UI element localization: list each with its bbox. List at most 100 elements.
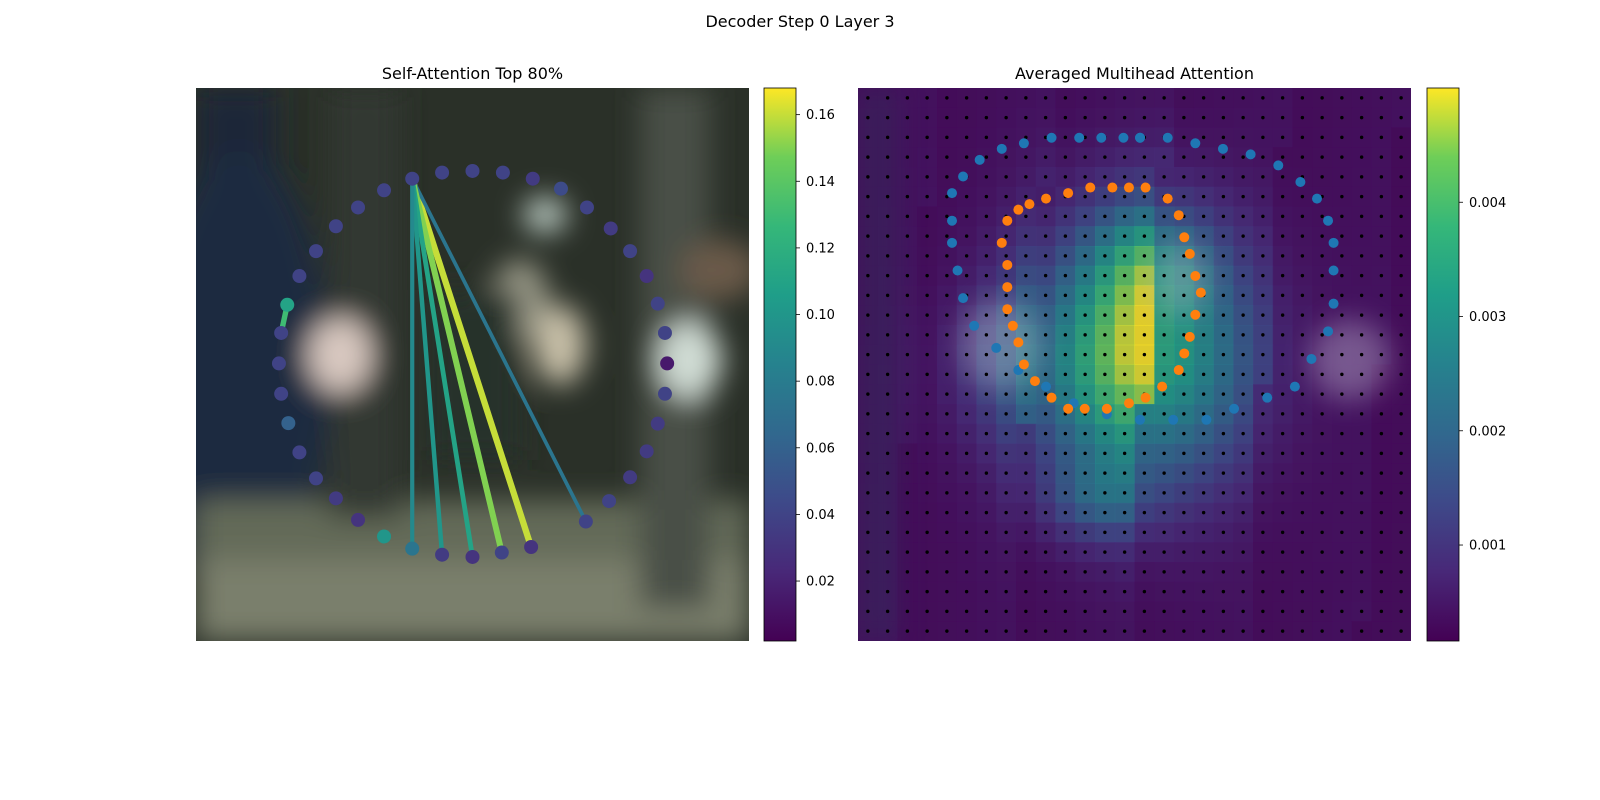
attention-link [409, 176, 475, 560]
grid-dot [1063, 510, 1068, 515]
grid-dot [1359, 96, 1364, 100]
grid-dot [885, 550, 890, 554]
grid-dot [1024, 175, 1028, 179]
grid-dot [1063, 234, 1068, 238]
grid-dot [1221, 175, 1226, 179]
grid-dot [1103, 629, 1107, 633]
grid-dot [1340, 392, 1344, 396]
grid-dot [1399, 115, 1403, 120]
query-point [524, 539, 539, 554]
grid-dot [1083, 510, 1087, 515]
grid-dot [1320, 392, 1324, 396]
grid-dot [1379, 570, 1384, 574]
grid-dot [1083, 530, 1087, 535]
grid-dot [1043, 471, 1048, 475]
grid-dot [1162, 352, 1166, 357]
grid-dot [1379, 293, 1384, 298]
outer-ring-point [952, 265, 963, 276]
grid-dot [1162, 155, 1166, 159]
grid-dot [1379, 412, 1384, 416]
grid-dot [984, 412, 989, 416]
grid-dot [885, 392, 890, 396]
grid-dot [905, 293, 910, 298]
grid-dot [1162, 115, 1166, 120]
grid-dot [1162, 372, 1166, 377]
grid-dot [1320, 550, 1324, 554]
grid-dot [1359, 530, 1364, 535]
grid-dot [885, 96, 890, 100]
outer-ring-point [958, 293, 969, 304]
colorbar-tick-label: 0.10 [806, 308, 835, 323]
grid-dot [1083, 115, 1087, 120]
grid-dot [1201, 214, 1206, 219]
grid-dot [1142, 491, 1147, 495]
grid-dot [1142, 155, 1147, 159]
grid-dot [1221, 392, 1226, 396]
grid-dot [1280, 313, 1285, 317]
grid-dot [1241, 570, 1245, 574]
grid-dot [1399, 392, 1403, 396]
grid-dot [1300, 451, 1305, 456]
grid-dot [1379, 471, 1384, 475]
grid-dot [1063, 96, 1068, 100]
inner-ring-point [1179, 348, 1190, 359]
grid-dot [1379, 629, 1384, 633]
grid-dot [866, 115, 870, 120]
grid-dot [1182, 629, 1186, 633]
outer-ring-point [1217, 143, 1228, 154]
query-point [435, 165, 450, 180]
grid-dot [964, 392, 969, 396]
outer-ring-point [1328, 265, 1339, 276]
grid-dot [1182, 372, 1186, 377]
grid-dot [1043, 431, 1048, 436]
grid-dot [1241, 273, 1245, 278]
grid-dot [984, 491, 989, 495]
query-point [465, 163, 480, 178]
grid-dot [1063, 609, 1068, 614]
grid-dot [1182, 412, 1186, 416]
grid-dot [925, 135, 929, 140]
grid-dot [1201, 431, 1206, 436]
grid-dot [1300, 412, 1305, 416]
query-point [494, 545, 509, 560]
grid-dot [1359, 491, 1364, 495]
grid-dot [885, 194, 890, 199]
grid-dot [1340, 491, 1344, 495]
grid-dot [964, 96, 969, 100]
grid-dot [925, 530, 929, 535]
grid-dot [1399, 135, 1403, 140]
outer-ring-point [1135, 414, 1146, 425]
outer-ring-point [1311, 193, 1322, 204]
outer-ring-point [947, 215, 958, 226]
grid-dot [885, 115, 890, 120]
grid-dot [1103, 254, 1107, 258]
grid-dot [1122, 431, 1127, 436]
grid-dot [866, 451, 870, 456]
grid-dot [866, 273, 870, 278]
grid-dot [1320, 313, 1324, 317]
grid-dot [1280, 175, 1285, 179]
grid-dot [1142, 254, 1147, 258]
grid-dot [984, 254, 989, 258]
grid-dot [1162, 333, 1166, 337]
grid-dot [925, 234, 929, 238]
grid-dot [1122, 589, 1127, 594]
query-point [292, 269, 307, 284]
grid-dot [1122, 392, 1127, 396]
grid-dot [1024, 609, 1028, 614]
grid-dot [1063, 570, 1068, 574]
grid-dot [905, 175, 910, 179]
grid-dot [905, 412, 910, 416]
grid-dot [1359, 570, 1364, 574]
grid-dot [1083, 372, 1087, 377]
grid-dot [905, 96, 910, 100]
grid-dot [885, 491, 890, 495]
grid-dot [1122, 175, 1127, 179]
grid-dot [1379, 609, 1384, 614]
query-point [650, 416, 665, 431]
grid-dot [1004, 372, 1008, 377]
grid-dot [984, 570, 989, 574]
grid-dot [1162, 214, 1166, 219]
grid-dot [1103, 471, 1107, 475]
grid-dot [866, 175, 870, 179]
